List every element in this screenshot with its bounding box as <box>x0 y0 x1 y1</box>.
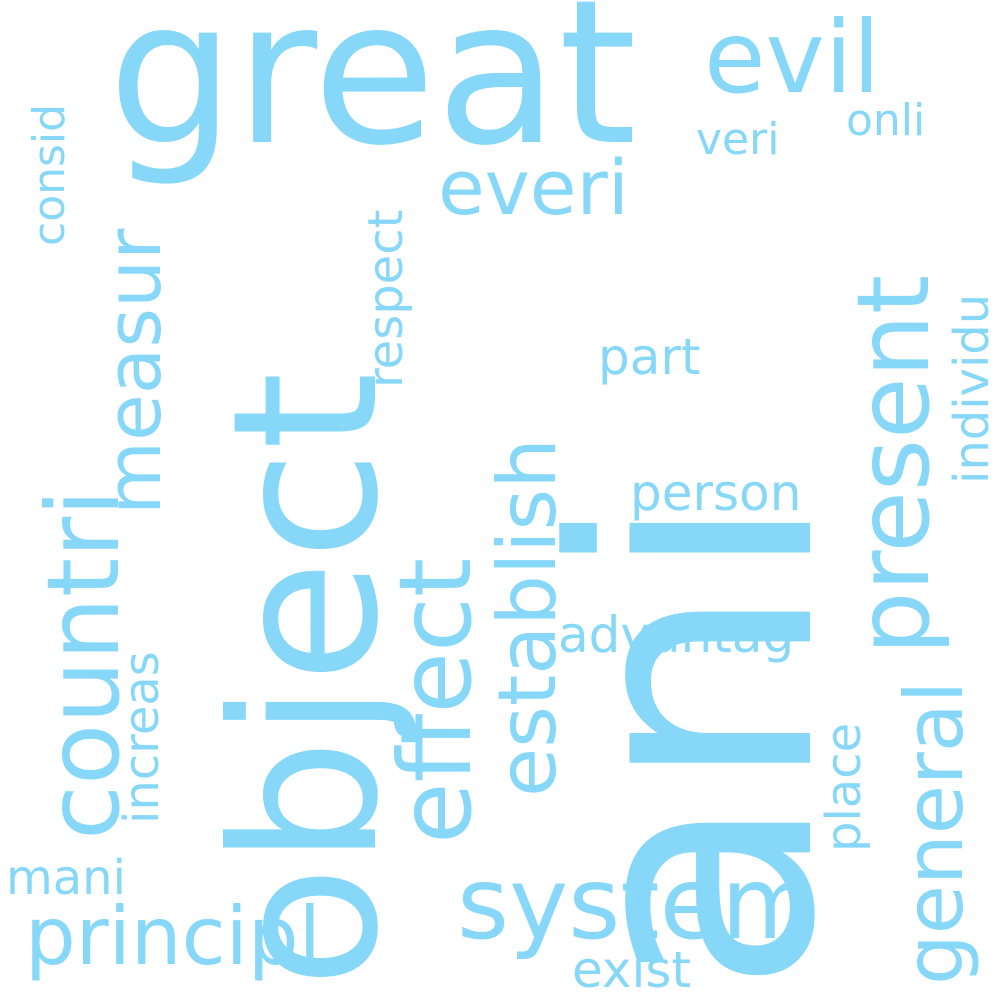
word-advantag: advantag <box>558 606 794 664</box>
word-consid: consid <box>24 104 75 246</box>
word-part: part <box>598 328 701 386</box>
word-present: present <box>835 275 952 655</box>
word-system: system <box>457 845 819 962</box>
word-general: general <box>888 681 981 985</box>
word-respect: respect <box>358 210 414 388</box>
word-establish: establish <box>481 438 574 797</box>
word-object: object <box>190 372 423 988</box>
word-onli: onli <box>846 95 925 146</box>
word-evil: evil <box>704 0 880 116</box>
word-increas: increas <box>114 651 170 824</box>
word-effect: effect <box>377 558 494 844</box>
word-individu: individu <box>944 294 1000 484</box>
word-person: person <box>630 464 801 522</box>
word-principl: principl <box>25 890 321 983</box>
word-everi: everi <box>438 143 629 232</box>
word-exist: exist <box>572 941 691 999</box>
word-veri: veri <box>696 114 779 165</box>
word-great: great <box>108 0 637 190</box>
word-countri: countri <box>25 489 142 840</box>
word-mani: mani <box>6 850 126 906</box>
word-place: place <box>816 723 872 852</box>
word-ani: ani <box>504 492 888 995</box>
word-measur: measur <box>89 228 178 515</box>
